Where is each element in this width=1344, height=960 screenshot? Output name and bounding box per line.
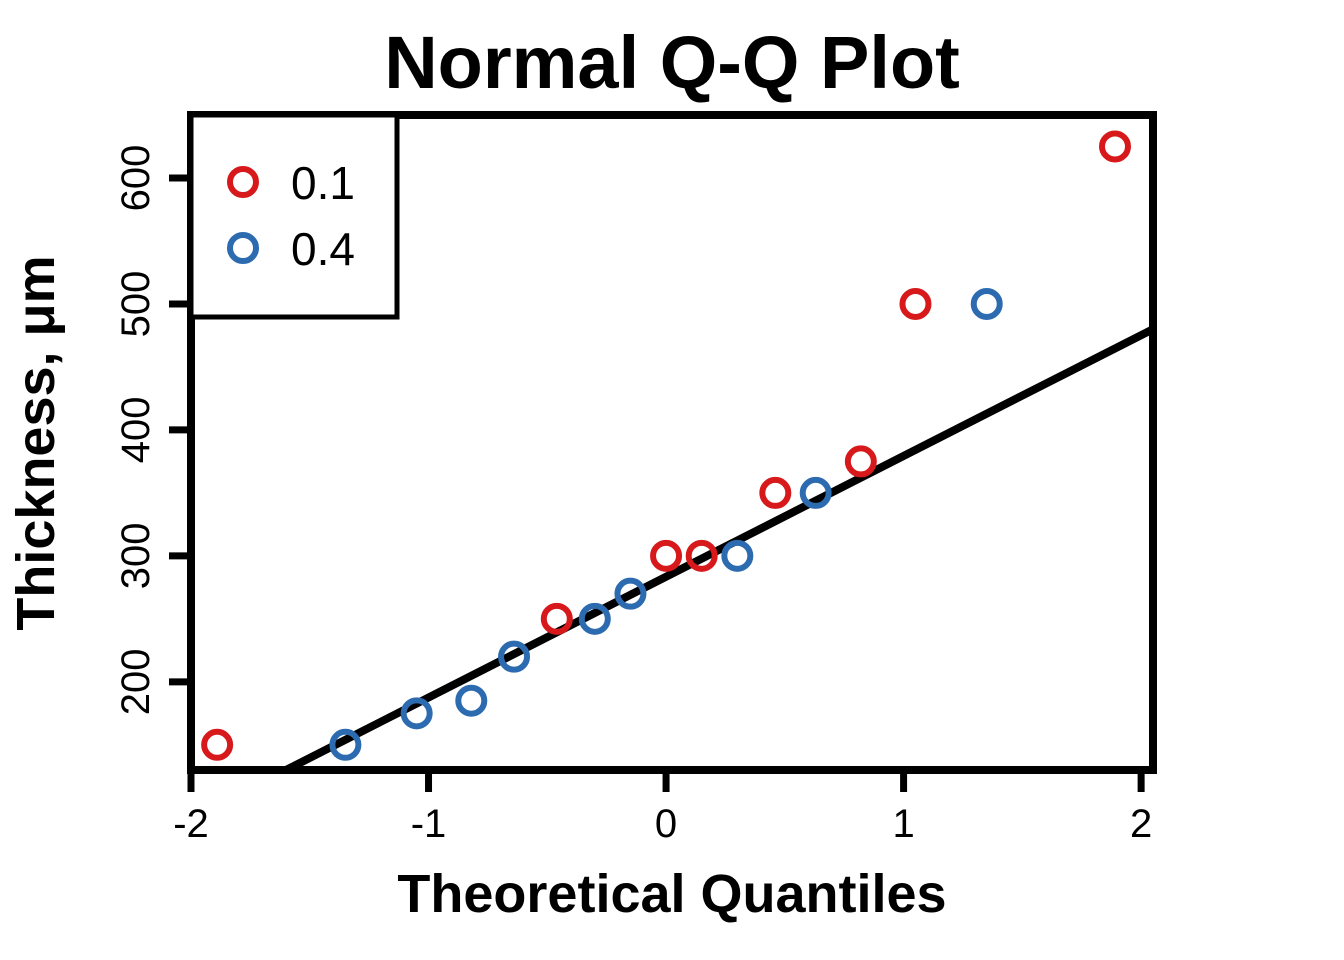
reference-line	[284, 325, 1155, 774]
plot-area	[201, 130, 1155, 774]
y-axis-label: Thickness, μm	[6, 255, 66, 630]
x-axis-label: Theoretical Quantiles	[397, 864, 946, 924]
legend-box	[188, 112, 400, 320]
data-point	[844, 445, 877, 478]
data-point	[759, 476, 792, 509]
y-tick-label: 200	[114, 648, 158, 715]
y-tick-label: 300	[114, 522, 158, 589]
data-point	[721, 539, 754, 572]
data-point	[329, 728, 362, 761]
plot-frame	[187, 111, 1157, 774]
data-point	[899, 287, 932, 320]
y-tick-label: 600	[114, 145, 158, 212]
data-point	[540, 602, 573, 635]
legend-marker	[227, 166, 259, 198]
data-point	[455, 684, 488, 717]
x-tick-label: 0	[655, 802, 677, 846]
y-tick-label: 500	[114, 271, 158, 338]
x-tick-label: 1	[892, 802, 914, 846]
data-point	[799, 476, 832, 509]
data-point	[201, 728, 234, 761]
legend-marker	[227, 232, 259, 264]
x-tick-label: 2	[1130, 802, 1152, 846]
data-point	[400, 697, 433, 730]
data-point	[650, 539, 683, 572]
chart-title: Normal Q-Q Plot	[384, 21, 960, 104]
data-point	[498, 640, 531, 673]
x-tick-label: -2	[173, 802, 209, 846]
data-point	[614, 577, 647, 610]
data-point	[685, 539, 718, 572]
legend-label: 0.4	[291, 223, 355, 275]
axis-ticks: -2 -1 0 1 2 200 300 400 500 600	[114, 145, 1152, 846]
legend-label: 0.1	[291, 157, 355, 209]
x-tick-label: -1	[411, 802, 447, 846]
data-point	[578, 602, 611, 635]
data-point	[1098, 130, 1131, 163]
legend: 0.10.4	[188, 112, 400, 320]
y-tick-label: 400	[114, 397, 158, 464]
data-point	[970, 287, 1003, 320]
